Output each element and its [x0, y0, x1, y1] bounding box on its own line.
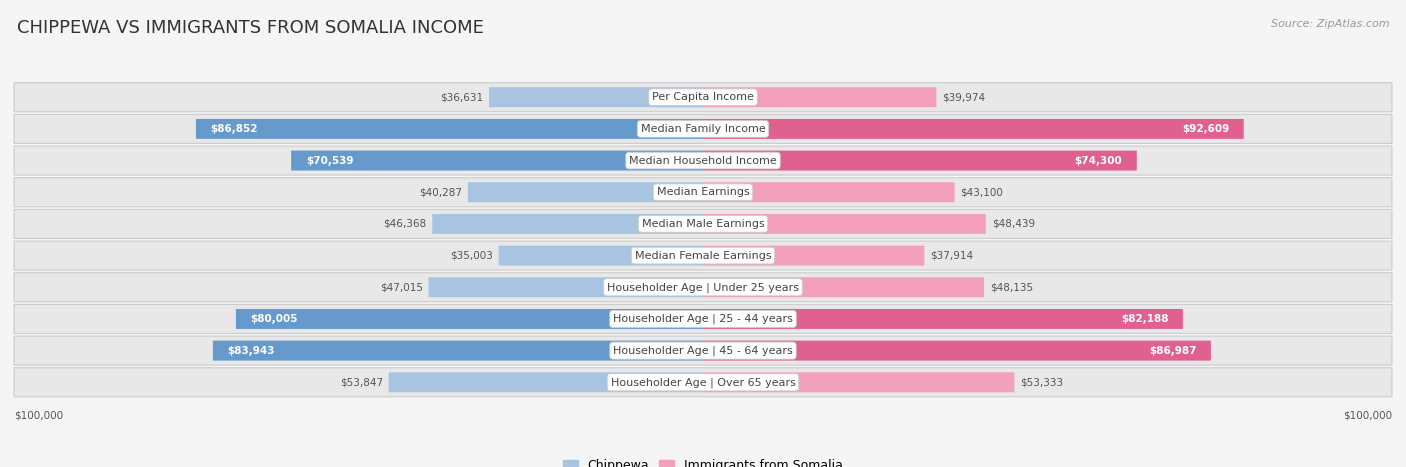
FancyBboxPatch shape [489, 87, 703, 107]
FancyBboxPatch shape [14, 304, 1392, 333]
FancyBboxPatch shape [212, 340, 703, 361]
Text: $70,539: $70,539 [305, 156, 353, 166]
Text: $74,300: $74,300 [1074, 156, 1122, 166]
Text: $35,003: $35,003 [450, 251, 492, 261]
Text: Median Female Earnings: Median Female Earnings [634, 251, 772, 261]
FancyBboxPatch shape [14, 114, 1392, 143]
FancyBboxPatch shape [703, 87, 936, 107]
Text: $82,188: $82,188 [1121, 314, 1168, 324]
FancyBboxPatch shape [703, 246, 924, 266]
Text: CHIPPEWA VS IMMIGRANTS FROM SOMALIA INCOME: CHIPPEWA VS IMMIGRANTS FROM SOMALIA INCO… [17, 19, 484, 37]
Text: Householder Age | 45 - 64 years: Householder Age | 45 - 64 years [613, 346, 793, 356]
FancyBboxPatch shape [14, 368, 1392, 397]
FancyBboxPatch shape [703, 214, 986, 234]
FancyBboxPatch shape [429, 277, 703, 297]
Text: Median Family Income: Median Family Income [641, 124, 765, 134]
Text: Householder Age | Over 65 years: Householder Age | Over 65 years [610, 377, 796, 388]
Text: Source: ZipAtlas.com: Source: ZipAtlas.com [1271, 19, 1389, 28]
Text: $46,368: $46,368 [384, 219, 426, 229]
Text: $48,135: $48,135 [990, 282, 1033, 292]
FancyBboxPatch shape [703, 309, 1182, 329]
FancyBboxPatch shape [468, 182, 703, 202]
Text: $86,852: $86,852 [211, 124, 259, 134]
Text: Median Household Income: Median Household Income [628, 156, 778, 166]
Text: $86,987: $86,987 [1149, 346, 1197, 355]
Text: $36,631: $36,631 [440, 92, 484, 102]
FancyBboxPatch shape [14, 241, 1392, 270]
FancyBboxPatch shape [703, 372, 1014, 392]
FancyBboxPatch shape [14, 209, 1392, 239]
Text: $47,015: $47,015 [380, 282, 423, 292]
FancyBboxPatch shape [499, 246, 703, 266]
FancyBboxPatch shape [14, 273, 1392, 302]
Text: $53,847: $53,847 [340, 377, 382, 387]
Text: Householder Age | 25 - 44 years: Householder Age | 25 - 44 years [613, 314, 793, 324]
FancyBboxPatch shape [14, 178, 1392, 207]
Text: Median Male Earnings: Median Male Earnings [641, 219, 765, 229]
Text: $92,609: $92,609 [1182, 124, 1229, 134]
FancyBboxPatch shape [14, 146, 1392, 175]
Text: $83,943: $83,943 [228, 346, 276, 355]
Text: $80,005: $80,005 [250, 314, 298, 324]
FancyBboxPatch shape [703, 277, 984, 297]
Legend: Chippewa, Immigrants from Somalia: Chippewa, Immigrants from Somalia [562, 460, 844, 467]
FancyBboxPatch shape [195, 119, 703, 139]
Text: $100,000: $100,000 [14, 410, 63, 421]
FancyBboxPatch shape [14, 336, 1392, 365]
FancyBboxPatch shape [14, 83, 1392, 112]
Text: $37,914: $37,914 [931, 251, 973, 261]
FancyBboxPatch shape [703, 119, 1244, 139]
Text: Per Capita Income: Per Capita Income [652, 92, 754, 102]
Text: Median Earnings: Median Earnings [657, 187, 749, 197]
FancyBboxPatch shape [388, 372, 703, 392]
FancyBboxPatch shape [432, 214, 703, 234]
FancyBboxPatch shape [703, 182, 955, 202]
Text: $39,974: $39,974 [942, 92, 986, 102]
FancyBboxPatch shape [236, 309, 703, 329]
Text: $100,000: $100,000 [1343, 410, 1392, 421]
Text: $48,439: $48,439 [991, 219, 1035, 229]
FancyBboxPatch shape [703, 150, 1137, 170]
FancyBboxPatch shape [291, 150, 703, 170]
Text: $53,333: $53,333 [1021, 377, 1063, 387]
Text: $43,100: $43,100 [960, 187, 1004, 197]
FancyBboxPatch shape [703, 340, 1211, 361]
Text: $40,287: $40,287 [419, 187, 463, 197]
Text: Householder Age | Under 25 years: Householder Age | Under 25 years [607, 282, 799, 292]
